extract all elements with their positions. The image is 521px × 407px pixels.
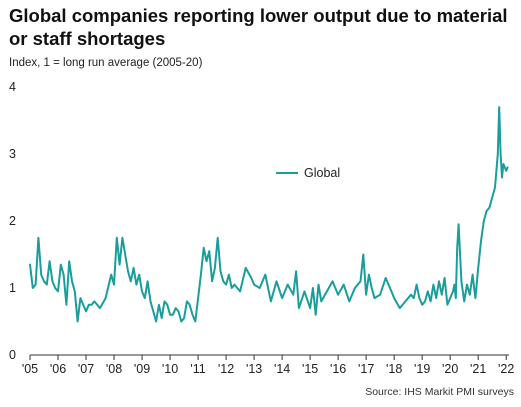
- legend-label: Global: [304, 166, 340, 180]
- y-tick-label: 3: [9, 147, 16, 161]
- x-tick-label: '17: [358, 362, 374, 376]
- axis-subtitle: Index, 1 = long run average (2005-20): [9, 57, 203, 69]
- x-tick-label: '14: [274, 362, 290, 376]
- y-tick-label: 4: [9, 80, 16, 94]
- x-tick-label: '07: [78, 362, 94, 376]
- x-tick-label: '19: [414, 362, 430, 376]
- source-note: Source: IHS Markit PMI surveys: [365, 386, 514, 398]
- y-axis-ticks: 0 1 2 3 4: [9, 80, 16, 362]
- x-tick-label: '12: [218, 362, 234, 376]
- x-tick-label: '20: [442, 362, 458, 376]
- x-tick-label: '16: [330, 362, 346, 376]
- x-tick-label: '08: [106, 362, 122, 376]
- chart-title: Global companies reporting lower output …: [9, 5, 508, 49]
- x-axis: '05 '06 '07 '08 '09 '10 '11 '12 '13 '14 '15 '16 '17 '…: [22, 354, 514, 376]
- y-tick-label: 2: [9, 214, 16, 228]
- x-tick-label: '09: [134, 362, 150, 376]
- plot-area: [29, 106, 509, 323]
- x-tick-label: '10: [162, 362, 178, 376]
- series-line-global: [29, 106, 509, 323]
- y-tick-label: 0: [9, 348, 16, 362]
- y-tick-label: 1: [9, 281, 16, 295]
- x-tick-label: '21: [470, 362, 486, 376]
- x-tick-label: '05: [22, 362, 38, 376]
- x-tick-label: '13: [246, 362, 262, 376]
- x-tick-label: '22: [498, 362, 514, 376]
- legend: Global: [276, 166, 340, 180]
- x-tick-label: '15: [302, 362, 318, 376]
- x-tick-label: '06: [50, 362, 66, 376]
- x-tick-label: '11: [190, 362, 205, 376]
- x-tick-label: '18: [386, 362, 402, 376]
